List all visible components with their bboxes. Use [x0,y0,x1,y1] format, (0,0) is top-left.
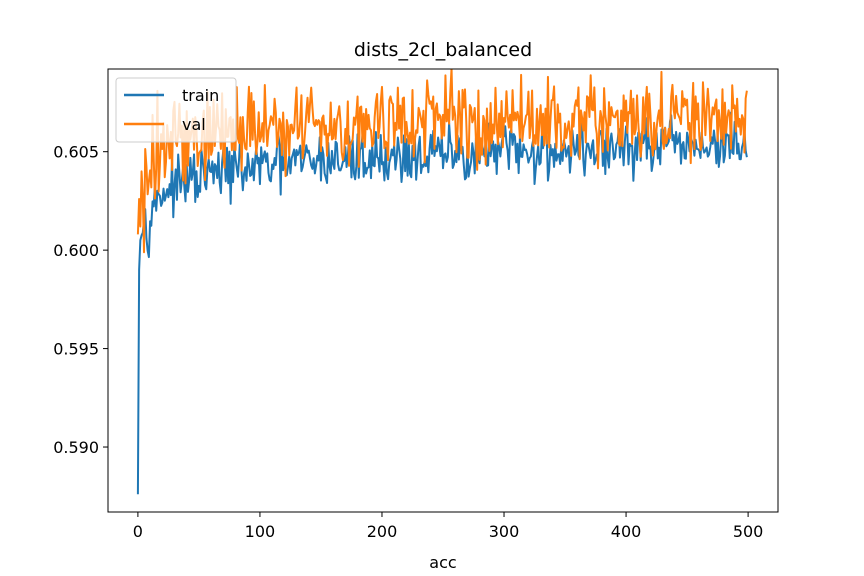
legend-label-val: val [182,115,206,134]
series-layer [136,69,748,495]
legend-label-train: train [182,86,219,105]
x-tick-label: 200 [367,522,398,541]
chart-title: dists_2cl_balanced [354,39,532,61]
x-tick-label: 500 [733,522,764,541]
y-tick-label: 0.590 [53,438,99,457]
series-line-val [136,69,748,254]
x-axis-label: acc [429,553,456,572]
x-tick-label: 100 [245,522,276,541]
x-axis: 0 100 200 300 400 500 [133,512,764,541]
x-tick-label: 0 [133,522,143,541]
x-tick-label: 300 [489,522,520,541]
y-tick-label: 0.595 [53,340,99,359]
x-tick-label: 400 [611,522,642,541]
y-tick-label: 0.600 [53,241,99,260]
y-axis: 0.590 0.595 0.600 0.605 [53,143,108,457]
plot-area-frame [107,68,779,513]
legend: train val [115,77,237,143]
y-tick-label: 0.605 [53,143,99,162]
